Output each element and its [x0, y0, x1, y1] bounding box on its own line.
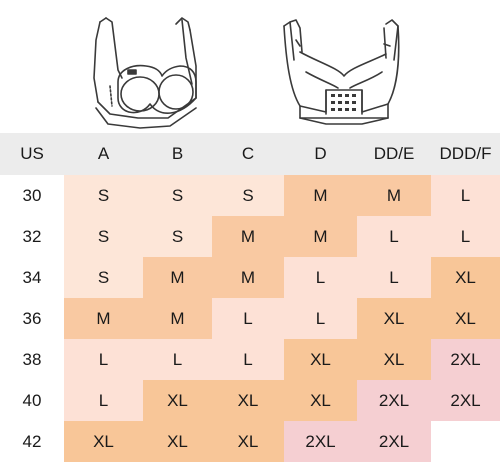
column-header-c: C [241, 144, 255, 163]
size-cell: M [284, 216, 357, 257]
size-cell: L [357, 216, 431, 257]
column-header-a: A [97, 144, 110, 163]
size-cell: M [284, 175, 357, 216]
size-cell: L [64, 339, 143, 380]
size-cell: 2XL [357, 380, 431, 421]
size-cell: L [212, 339, 284, 380]
column-header-b: B [171, 144, 184, 163]
size-cell: M [212, 257, 284, 298]
size-cell: XL [357, 339, 431, 380]
size-cell: XL [143, 421, 212, 462]
row-label-32: 32 [22, 226, 42, 246]
column-header-d: D [314, 144, 327, 163]
size-cell: XL [431, 298, 500, 339]
bra-front-illustration [93, 17, 197, 129]
size-cell: S [64, 175, 143, 216]
size-cell: M [357, 175, 431, 216]
size-cell: 2XL [431, 339, 500, 380]
row-label-40: 40 [22, 390, 42, 410]
row-label-30: 30 [22, 185, 42, 205]
size-cell: S [143, 175, 212, 216]
row-label-36: 36 [22, 308, 42, 328]
row-label-42: 42 [22, 431, 42, 451]
column-header-ddd-f: DDD/F [439, 144, 492, 163]
size-cell: XL [64, 421, 143, 462]
size-cell: L [284, 257, 357, 298]
size-cell: M [64, 298, 143, 339]
size-cell: L [143, 339, 212, 380]
size-cell: S [64, 216, 143, 257]
size-cell: XL [143, 380, 212, 421]
table-header-row [0, 133, 500, 175]
size-cell: M [212, 216, 284, 257]
size-cell: L [357, 257, 431, 298]
size-cell: 2XL [357, 421, 431, 462]
row-label-34: 34 [22, 267, 42, 287]
size-cell: XL [212, 380, 284, 421]
size-cell: S [143, 216, 212, 257]
size-cell: L [64, 380, 143, 421]
size-cell: S [64, 257, 143, 298]
size-cell: L [212, 298, 284, 339]
row-label-38: 38 [22, 349, 42, 369]
bra-illustrations [93, 17, 400, 129]
size-cell: XL [357, 298, 431, 339]
size-cell: M [143, 298, 212, 339]
size-cell: 2XL [284, 421, 357, 462]
size-cell: L [431, 175, 500, 216]
size-cell: XL [431, 257, 500, 298]
size-cell: XL [284, 339, 357, 380]
column-header-dd-e: DD/E [373, 144, 415, 163]
size-cell: L [284, 298, 357, 339]
size-cell: L [431, 216, 500, 257]
bra-back-illustration [283, 19, 400, 125]
size-cell: XL [284, 380, 357, 421]
size-cell: M [143, 257, 212, 298]
size-cell [431, 421, 500, 462]
size-cell: 2XL [431, 380, 500, 421]
size-cell: S [212, 175, 284, 216]
column-header-us: US [20, 144, 44, 163]
size-cell: XL [212, 421, 284, 462]
